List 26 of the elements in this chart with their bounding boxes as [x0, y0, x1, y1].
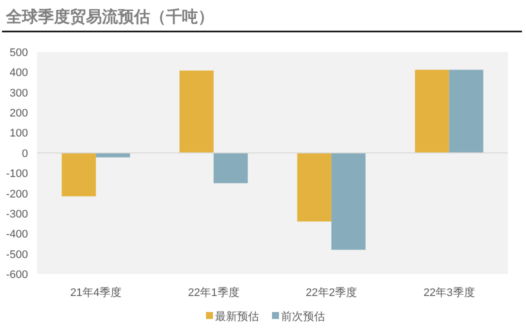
bar: [62, 152, 96, 196]
y-tick-label: 100: [10, 128, 28, 140]
y-tick-label: -200: [6, 188, 28, 200]
bar: [297, 152, 332, 222]
x-tick-label: 22年1季度: [188, 286, 240, 299]
bar: [414, 70, 450, 153]
legend-label: 最新预估: [215, 310, 259, 323]
y-tick-label: 300: [10, 87, 28, 100]
x-tick-label: 21年4季度: [70, 286, 122, 299]
y-tick-label: 500: [10, 47, 28, 59]
legend-label: 前次预估: [281, 311, 325, 323]
bar: [449, 70, 484, 153]
chart-title: 全球季度贸易流预估（千吨）: [5, 7, 214, 26]
y-tick-label: -300: [6, 208, 28, 220]
x-tick-label: 22年3季度: [423, 286, 475, 299]
y-tick-label: 200: [10, 108, 28, 120]
y-tick-label: -400: [6, 228, 28, 241]
y-tick-label: -100: [6, 168, 28, 180]
y-tick-label: -600: [6, 269, 28, 281]
y-tick-label: -500: [6, 248, 28, 261]
bar: [179, 70, 214, 153]
y-tick-label: 400: [10, 67, 28, 80]
y-tick-label: 0: [22, 148, 28, 160]
bar: [214, 152, 248, 184]
x-tick-label: 22年2季度: [306, 286, 358, 299]
bar: [331, 152, 366, 250]
